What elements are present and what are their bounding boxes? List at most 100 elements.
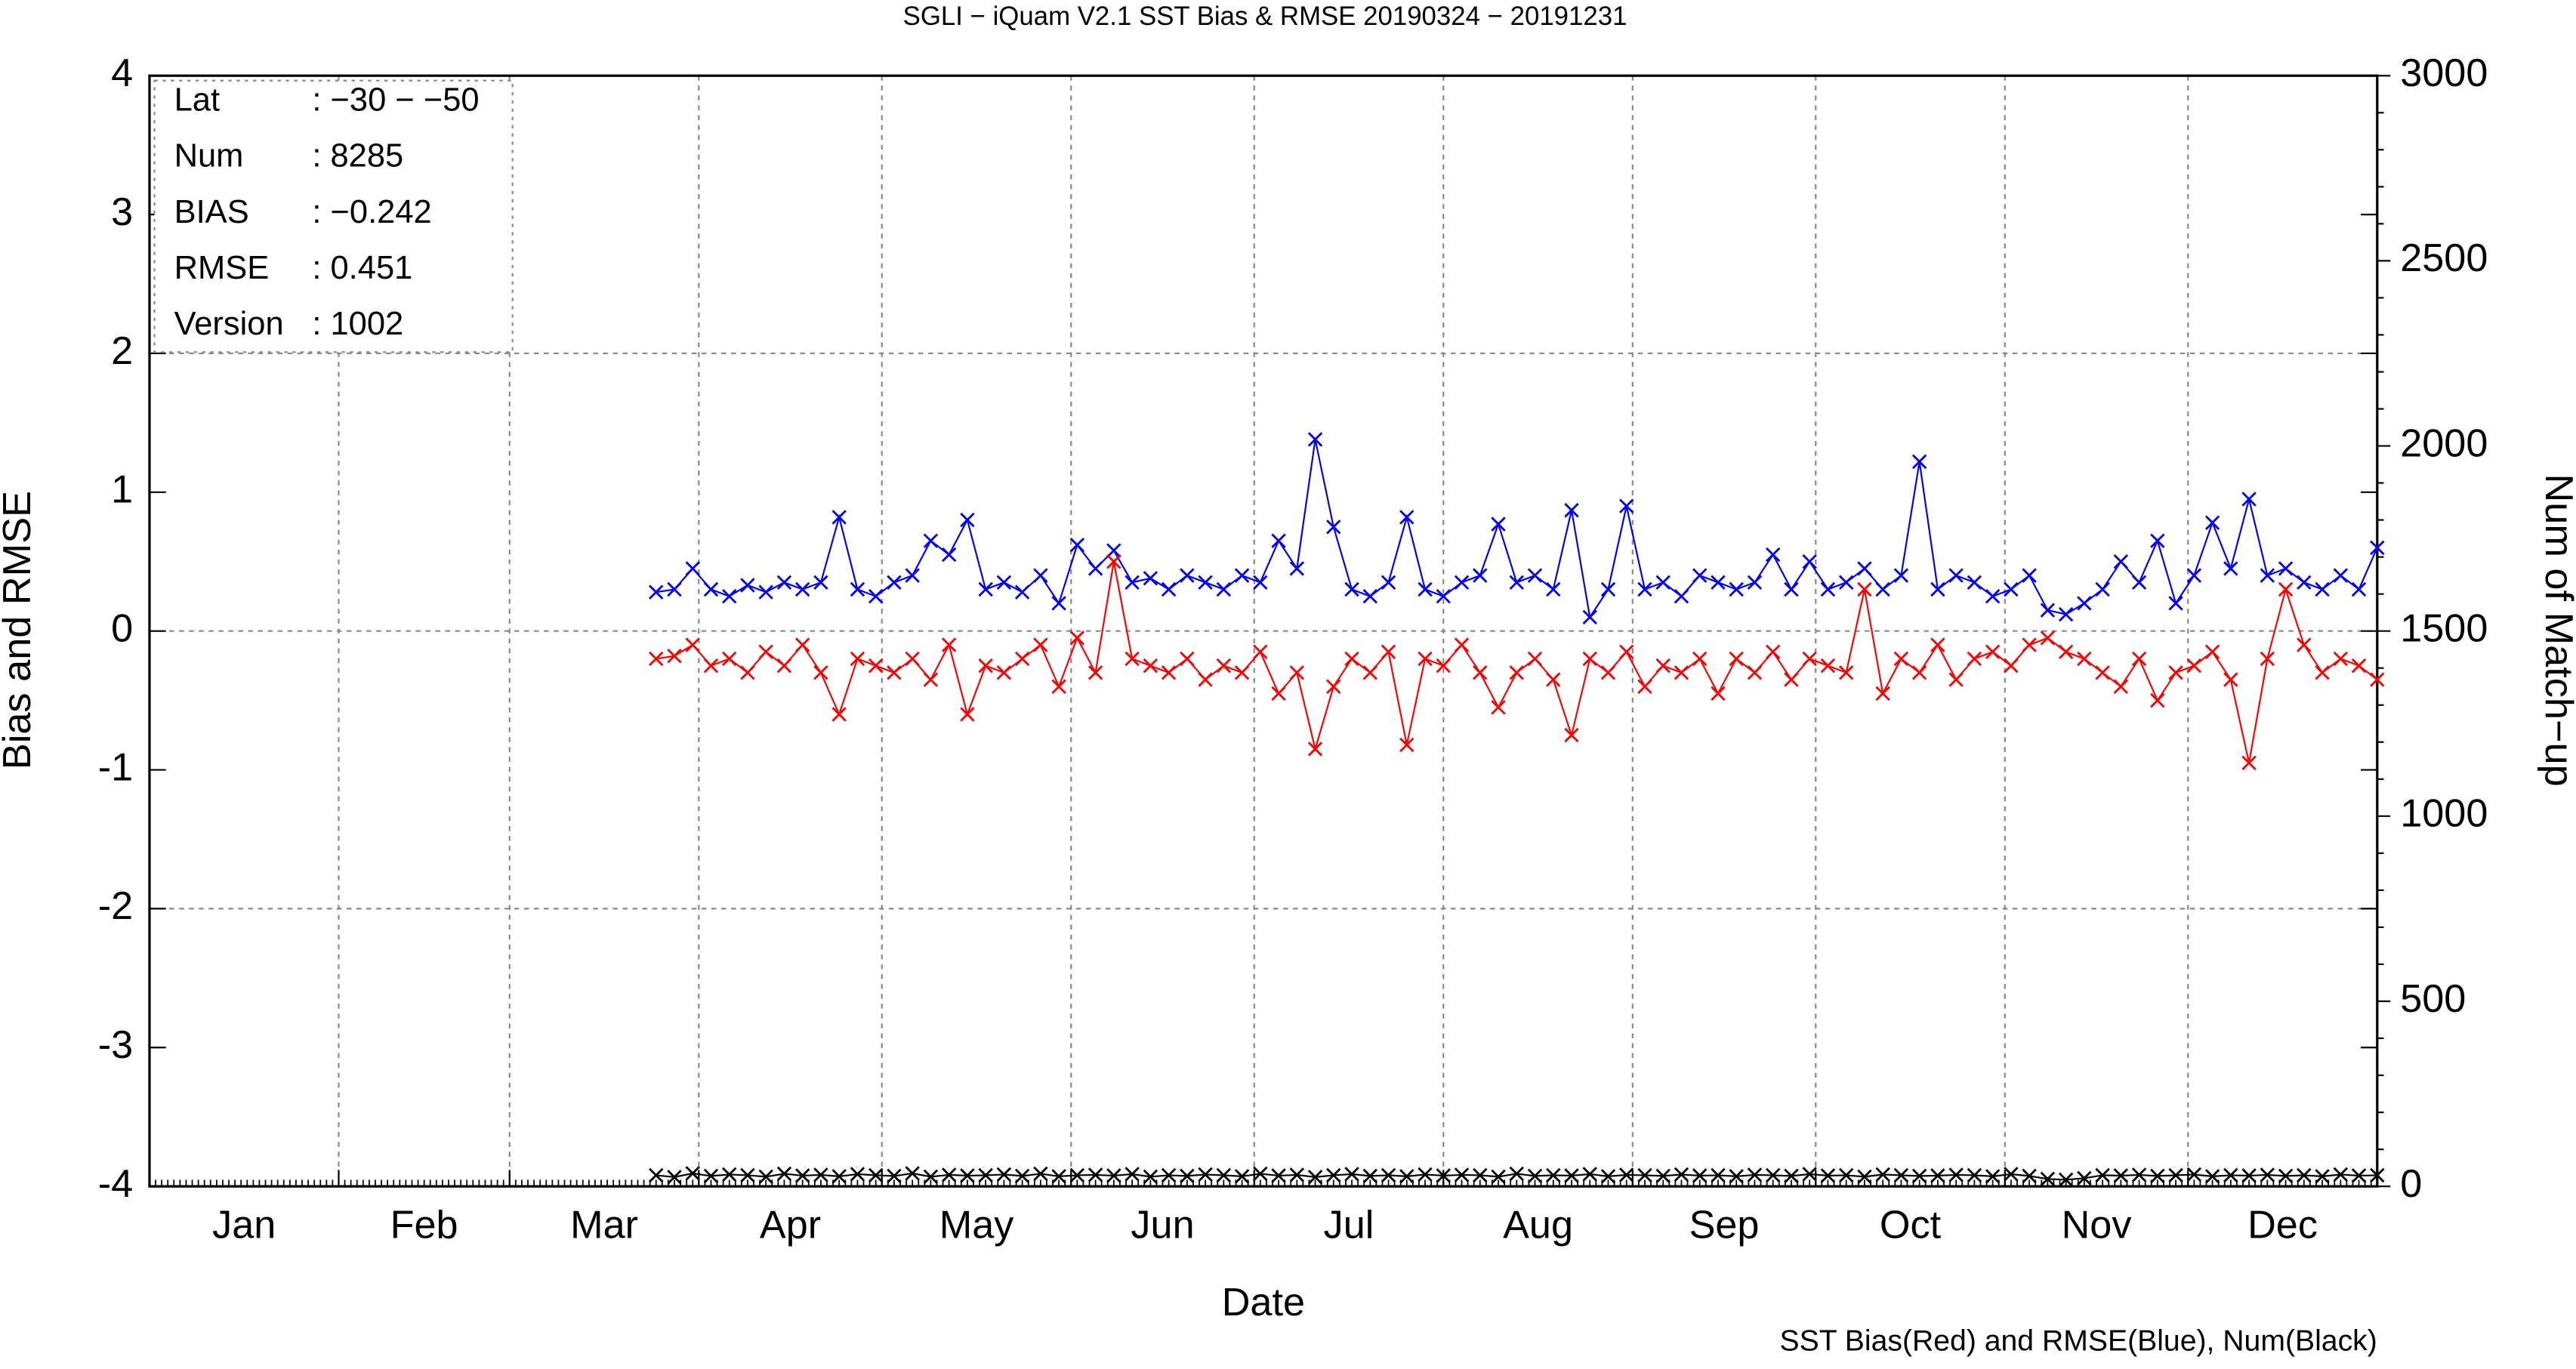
x-tick-label: Jul xyxy=(1324,1203,1374,1247)
data-point xyxy=(1216,1167,1232,1183)
data-point xyxy=(1747,665,1763,680)
data-point xyxy=(831,1169,847,1184)
data-point xyxy=(2333,568,2348,583)
data-point xyxy=(794,581,810,597)
data-point xyxy=(2186,1167,2202,1182)
data-point xyxy=(850,581,865,597)
data-point xyxy=(1546,672,1561,687)
data-point xyxy=(1473,568,1488,583)
data-point xyxy=(2040,1171,2056,1187)
data-point xyxy=(923,1169,939,1185)
data-point xyxy=(1124,575,1140,590)
data-point xyxy=(1711,575,1726,590)
data-point xyxy=(1069,537,1085,553)
data-point xyxy=(1802,651,1817,667)
data-point xyxy=(1527,651,1543,667)
x-tick-label: May xyxy=(939,1203,1014,1247)
data-point xyxy=(1967,575,1982,590)
data-point xyxy=(868,588,884,604)
data-point xyxy=(667,1170,682,1185)
data-point xyxy=(1765,547,1781,563)
data-point xyxy=(2241,492,2257,507)
data-point xyxy=(996,1167,1012,1182)
data-point xyxy=(1124,651,1140,667)
data-point xyxy=(1784,581,1799,597)
data-point xyxy=(1948,1167,1964,1182)
y2-tick-label: 0 xyxy=(2400,1162,2422,1206)
data-point xyxy=(2168,665,2183,680)
data-point xyxy=(1765,644,1781,659)
y2-tick-label: 1000 xyxy=(2400,792,2488,836)
data-point xyxy=(703,1168,719,1184)
data-point xyxy=(667,649,682,664)
data-point xyxy=(813,1167,828,1182)
data-point xyxy=(978,658,993,674)
data-point xyxy=(2040,603,2056,618)
y-tick-label: -3 xyxy=(98,1023,133,1067)
data-point xyxy=(1143,571,1158,586)
data-point xyxy=(2351,658,2367,674)
data-point xyxy=(1893,651,1909,667)
y-axis-label: Bias and RMSE xyxy=(0,491,39,769)
data-point xyxy=(1014,651,1030,667)
x-tick-label: Jun xyxy=(1131,1203,1194,1247)
data-point xyxy=(960,1168,975,1183)
data-point xyxy=(667,581,682,597)
data-point xyxy=(758,584,773,600)
series-line xyxy=(656,439,2378,620)
data-point xyxy=(941,547,957,563)
y-tick-label: 2 xyxy=(111,329,133,373)
data-point xyxy=(2278,561,2294,576)
data-point xyxy=(1473,665,1488,680)
data-point xyxy=(1234,1169,1250,1184)
data-point xyxy=(1418,651,1433,667)
data-point xyxy=(2351,1168,2367,1183)
data-point xyxy=(1161,665,1177,680)
data-point xyxy=(1344,581,1359,597)
data-point xyxy=(1857,561,1872,576)
data-point xyxy=(2315,665,2330,680)
info-value: : 1002 xyxy=(312,306,403,342)
data-point xyxy=(1637,581,1652,597)
data-point xyxy=(1875,581,1890,597)
data-point xyxy=(2223,561,2238,576)
data-point xyxy=(1436,1168,1451,1183)
data-point xyxy=(1930,1168,1945,1183)
data-point xyxy=(813,575,828,590)
data-point xyxy=(1307,1170,1323,1185)
x-tick-label: Jan xyxy=(212,1203,276,1247)
data-point xyxy=(1418,1167,1433,1182)
data-point xyxy=(2004,1167,2019,1182)
data-point xyxy=(1051,1169,1066,1184)
info-value: : −30 − −50 xyxy=(312,82,479,119)
y-tick-label: -2 xyxy=(98,884,133,928)
data-point xyxy=(1729,1169,1744,1184)
data-point xyxy=(923,533,939,548)
data-point xyxy=(776,658,792,674)
y2-tick-label: 2000 xyxy=(2400,421,2488,465)
data-point xyxy=(2077,651,2092,667)
data-point xyxy=(1180,568,1195,583)
data-point xyxy=(1509,1166,1524,1182)
data-point xyxy=(923,672,939,687)
data-point xyxy=(2278,1168,2294,1184)
data-point xyxy=(2204,644,2220,659)
data-point xyxy=(1564,1168,1579,1183)
data-point xyxy=(996,575,1012,590)
data-point xyxy=(1582,1167,1597,1182)
data-point xyxy=(1436,588,1451,604)
data-point xyxy=(1161,1167,1177,1183)
data-point xyxy=(1857,1169,1872,1185)
footnote: SST Bias(Red) and RMSE(Blue), Num(Black) xyxy=(1779,1324,2377,1357)
x-tick-label: Aug xyxy=(1503,1203,1573,1247)
data-point xyxy=(1711,686,1726,701)
data-point xyxy=(1930,581,1945,597)
data-point xyxy=(1564,503,1579,518)
data-point xyxy=(1087,1167,1103,1182)
data-point xyxy=(978,1167,993,1183)
data-point xyxy=(2004,658,2019,674)
data-point xyxy=(1216,581,1232,597)
x-tick-label: Nov xyxy=(2062,1203,2132,1247)
data-point xyxy=(1033,637,1048,652)
data-point xyxy=(2315,1169,2330,1184)
